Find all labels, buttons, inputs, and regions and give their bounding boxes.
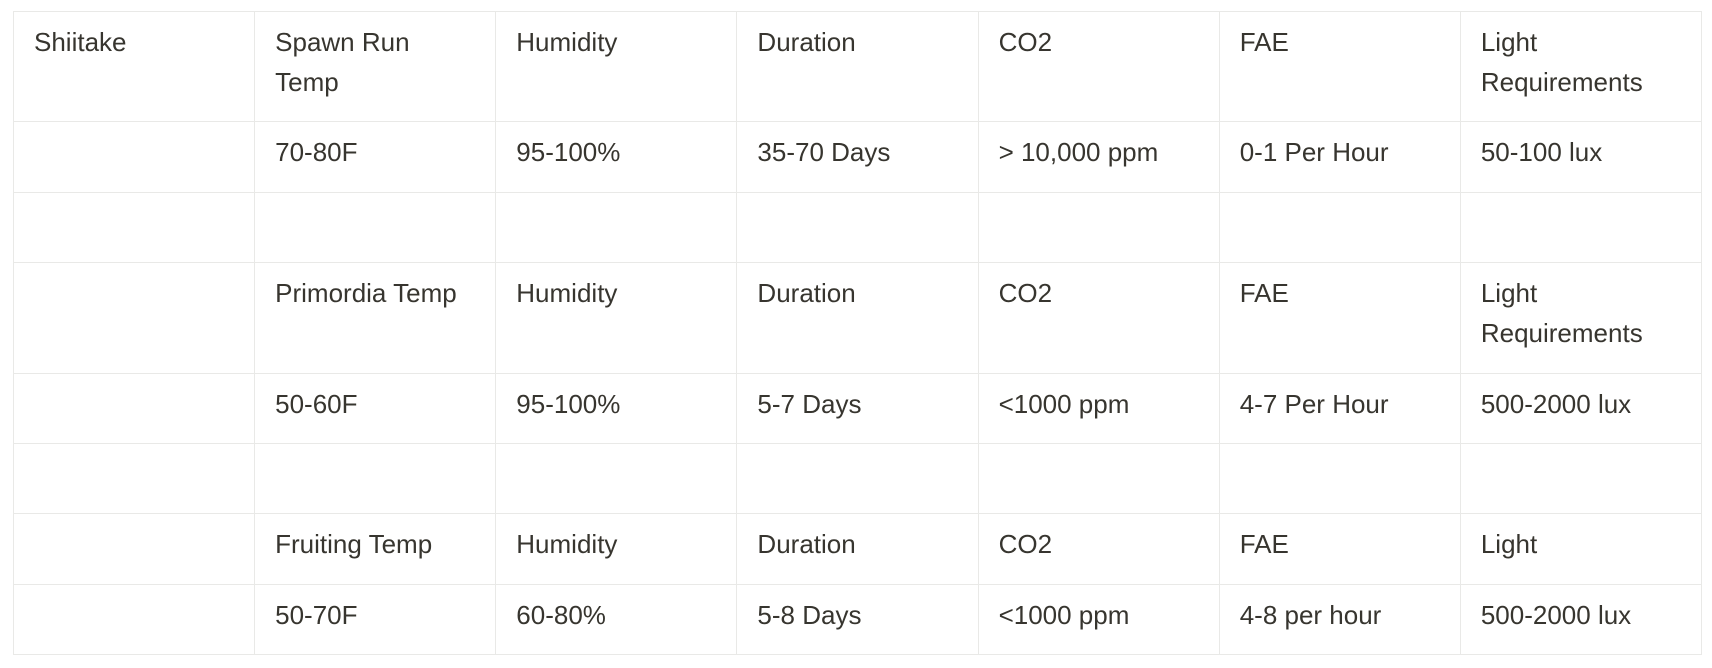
table-cell xyxy=(1459,192,1703,263)
table-cell: Shiitake xyxy=(12,11,256,122)
table-cell: Humidity xyxy=(495,11,738,122)
table-cell xyxy=(12,192,256,263)
table-cell: 50-70F xyxy=(254,584,497,655)
table-cell xyxy=(495,443,738,514)
table-cell xyxy=(12,584,256,655)
table-cell: 500-2000 lux xyxy=(1459,373,1703,444)
table-cell: 60-80% xyxy=(495,584,738,655)
table-cell: Light Requirements xyxy=(1459,262,1703,374)
table-cell: Light Requirements xyxy=(1459,11,1703,122)
table-cell xyxy=(254,192,497,263)
table-cell xyxy=(977,192,1220,263)
table-cell: <1000 ppm xyxy=(977,584,1220,655)
table-cell: 4-8 per hour xyxy=(1218,584,1461,655)
table-cell: Duration xyxy=(736,11,979,122)
table-cell xyxy=(495,192,738,263)
table-cell: 70-80F xyxy=(254,121,497,193)
table-cell: Humidity xyxy=(495,262,738,374)
table-row xyxy=(12,192,1703,263)
table-cell: CO2 xyxy=(977,11,1220,122)
table-cell xyxy=(1459,443,1703,514)
table-cell xyxy=(12,262,256,374)
table-cell: FAE xyxy=(1218,262,1461,374)
table-cell: <1000 ppm xyxy=(977,373,1220,444)
table-cell: Fruiting Temp xyxy=(254,513,497,585)
table-cell xyxy=(12,443,256,514)
table-cell: FAE xyxy=(1218,11,1461,122)
table-row: Shiitake Spawn Run Temp Humidity Duration CO… xyxy=(12,11,1703,122)
table-cell xyxy=(977,443,1220,514)
table-row xyxy=(12,443,1703,514)
table-cell xyxy=(254,443,497,514)
table-cell: > 10,000 ppm xyxy=(977,121,1220,193)
table-row: Fruiting Temp Humidity Duration CO2 FAE Light xyxy=(12,513,1703,585)
table-cell: Duration xyxy=(736,513,979,585)
table-cell: CO2 xyxy=(977,262,1220,374)
table-cell xyxy=(736,443,979,514)
table-cell xyxy=(12,373,256,444)
table-cell: 50-100 lux xyxy=(1459,121,1703,193)
table-cell xyxy=(12,513,256,585)
table-row: 50-60F 95-100% 5-7 Days <1000 ppm 4-7 Per Ho… xyxy=(12,373,1703,444)
table-cell xyxy=(12,121,256,193)
table-cell: 50-60F xyxy=(254,373,497,444)
table-cell: Primordia Temp xyxy=(254,262,497,374)
table-cell: FAE xyxy=(1218,513,1461,585)
table-cell: 95-100% xyxy=(495,373,738,444)
table-cell: 5-7 Days xyxy=(736,373,979,444)
table-cell: 5-8 Days xyxy=(736,584,979,655)
table-cell: 95-100% xyxy=(495,121,738,193)
table-cell: Humidity xyxy=(495,513,738,585)
table-row: 50-70F 60-80% 5-8 Days <1000 ppm 4-8 per hou… xyxy=(12,584,1703,655)
table-row: Primordia Temp Humidity Duration CO2 FAE Ligh… xyxy=(12,262,1703,374)
table-cell: 500-2000 lux xyxy=(1459,584,1703,655)
table-cell xyxy=(1218,192,1461,263)
table-cell xyxy=(736,192,979,263)
table-cell: 4-7 Per Hour xyxy=(1218,373,1461,444)
table-cell: 0-1 Per Hour xyxy=(1218,121,1461,193)
table-row: 70-80F 95-100% 35-70 Days > 10,000 ppm 0-1 P… xyxy=(12,121,1703,193)
table-cell: 35-70 Days xyxy=(736,121,979,193)
table-cell: CO2 xyxy=(977,513,1220,585)
table-cell: Spawn Run Temp xyxy=(254,11,497,122)
table: Shiitake Spawn Run Temp Humidity Duration CO… xyxy=(12,11,1703,655)
table-cell: Light xyxy=(1459,513,1703,585)
table-cell: Duration xyxy=(736,262,979,374)
table-cell xyxy=(1218,443,1461,514)
